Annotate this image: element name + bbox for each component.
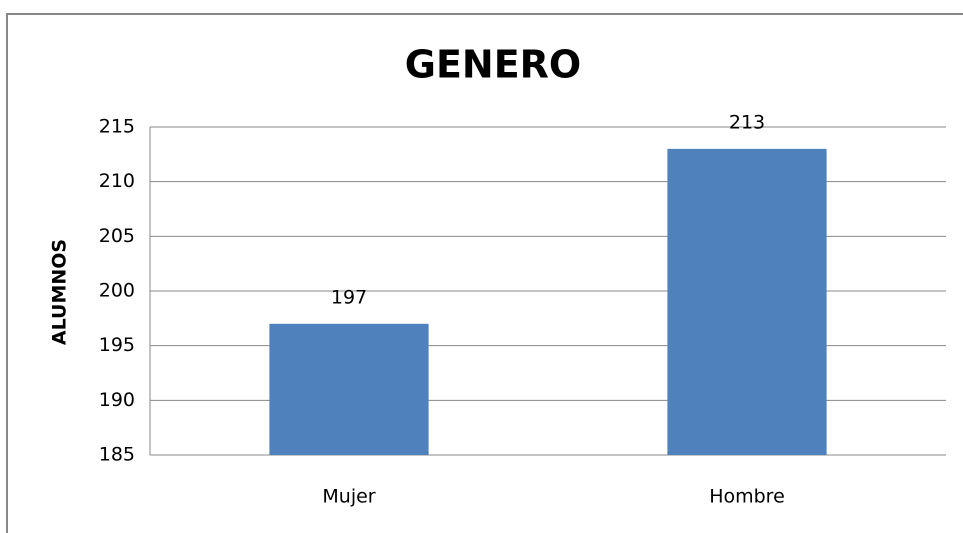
y-tick-label: 190 — [99, 389, 135, 411]
y-tick-label: 195 — [99, 334, 135, 356]
data-label: 197 — [331, 286, 367, 308]
y-tick-label: 185 — [99, 444, 135, 466]
x-tick-label: Mujer — [322, 486, 375, 508]
data-label: 213 — [729, 111, 765, 133]
y-axis-label: ALUMNOS — [49, 239, 71, 345]
y-tick-label: 200 — [99, 280, 135, 302]
bar — [269, 323, 429, 455]
x-tick-label: Hombre — [709, 486, 785, 508]
y-tick-label: 210 — [99, 170, 135, 192]
y-tick-label: 205 — [99, 225, 135, 247]
chart-title: GENERO — [405, 43, 581, 87]
y-tick-label: 215 — [99, 116, 135, 138]
bar — [667, 148, 827, 455]
